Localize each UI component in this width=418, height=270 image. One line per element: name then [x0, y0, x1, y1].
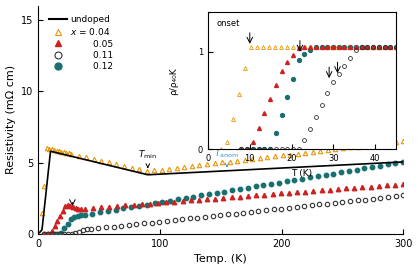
X-axis label: Temp. (K): Temp. (K) [194, 254, 247, 264]
Text: $T_{\rm anom}$: $T_{\rm anom}$ [214, 147, 240, 167]
Legend: undoped, $x$ = 0.04,         0.05,         0.11,         0.12: undoped, $x$ = 0.04, 0.05, 0.11, 0.12 [46, 12, 116, 74]
Text: $T_{\rm min}$: $T_{\rm min}$ [138, 149, 157, 167]
Y-axis label: Resistivity (mΩ cm): Resistivity (mΩ cm) [5, 65, 15, 174]
